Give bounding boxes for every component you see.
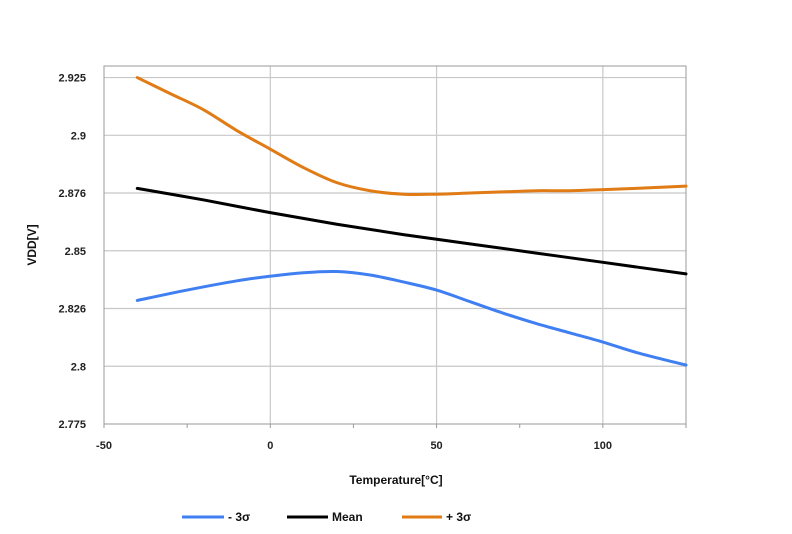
y-tick-label: 2.85	[65, 246, 86, 258]
y-tick-label: 2.9	[71, 130, 86, 142]
series-line-mean	[135, 186, 688, 276]
legend-item-mean: Mean	[287, 510, 363, 524]
legend: - 3σ Mean + 3σ	[182, 510, 471, 524]
x-axis-minor-ticks	[103, 424, 687, 428]
x-axis-tick-labels: -50 0 50 100	[96, 440, 612, 452]
x-tick-label: 100	[594, 440, 612, 452]
x-axis-title: Temperature[°C]	[349, 473, 442, 487]
y-tick-label: 2.876	[58, 188, 86, 200]
y-axis-tick-labels: 2.775 2.8 2.826 2.85 2.876 2.9 2.925	[58, 73, 86, 431]
x-tick-label: -50	[96, 440, 112, 452]
legend-item-minus-3sigma: - 3σ	[182, 510, 250, 524]
y-tick-label: 2.775	[58, 419, 86, 431]
x-tick-label: 0	[267, 440, 273, 452]
plot-frame	[103, 65, 687, 425]
series-line-minus-3sigma	[135, 269, 688, 367]
legend-label: - 3σ	[228, 510, 250, 524]
series-lines	[135, 76, 688, 367]
series-line-plus-3sigma	[135, 76, 688, 196]
y-tick-label: 2.826	[58, 304, 86, 316]
x-tick-label: 50	[430, 440, 442, 452]
y-tick-label: 2.8	[71, 361, 86, 373]
y-tick-label: 2.925	[58, 73, 86, 85]
legend-label: Mean	[332, 510, 363, 524]
y-axis-title: VDD[V]	[25, 224, 39, 265]
legend-item-plus-3sigma: + 3σ	[402, 510, 471, 524]
legend-label: + 3σ	[446, 510, 471, 524]
grid-lines	[104, 66, 686, 424]
